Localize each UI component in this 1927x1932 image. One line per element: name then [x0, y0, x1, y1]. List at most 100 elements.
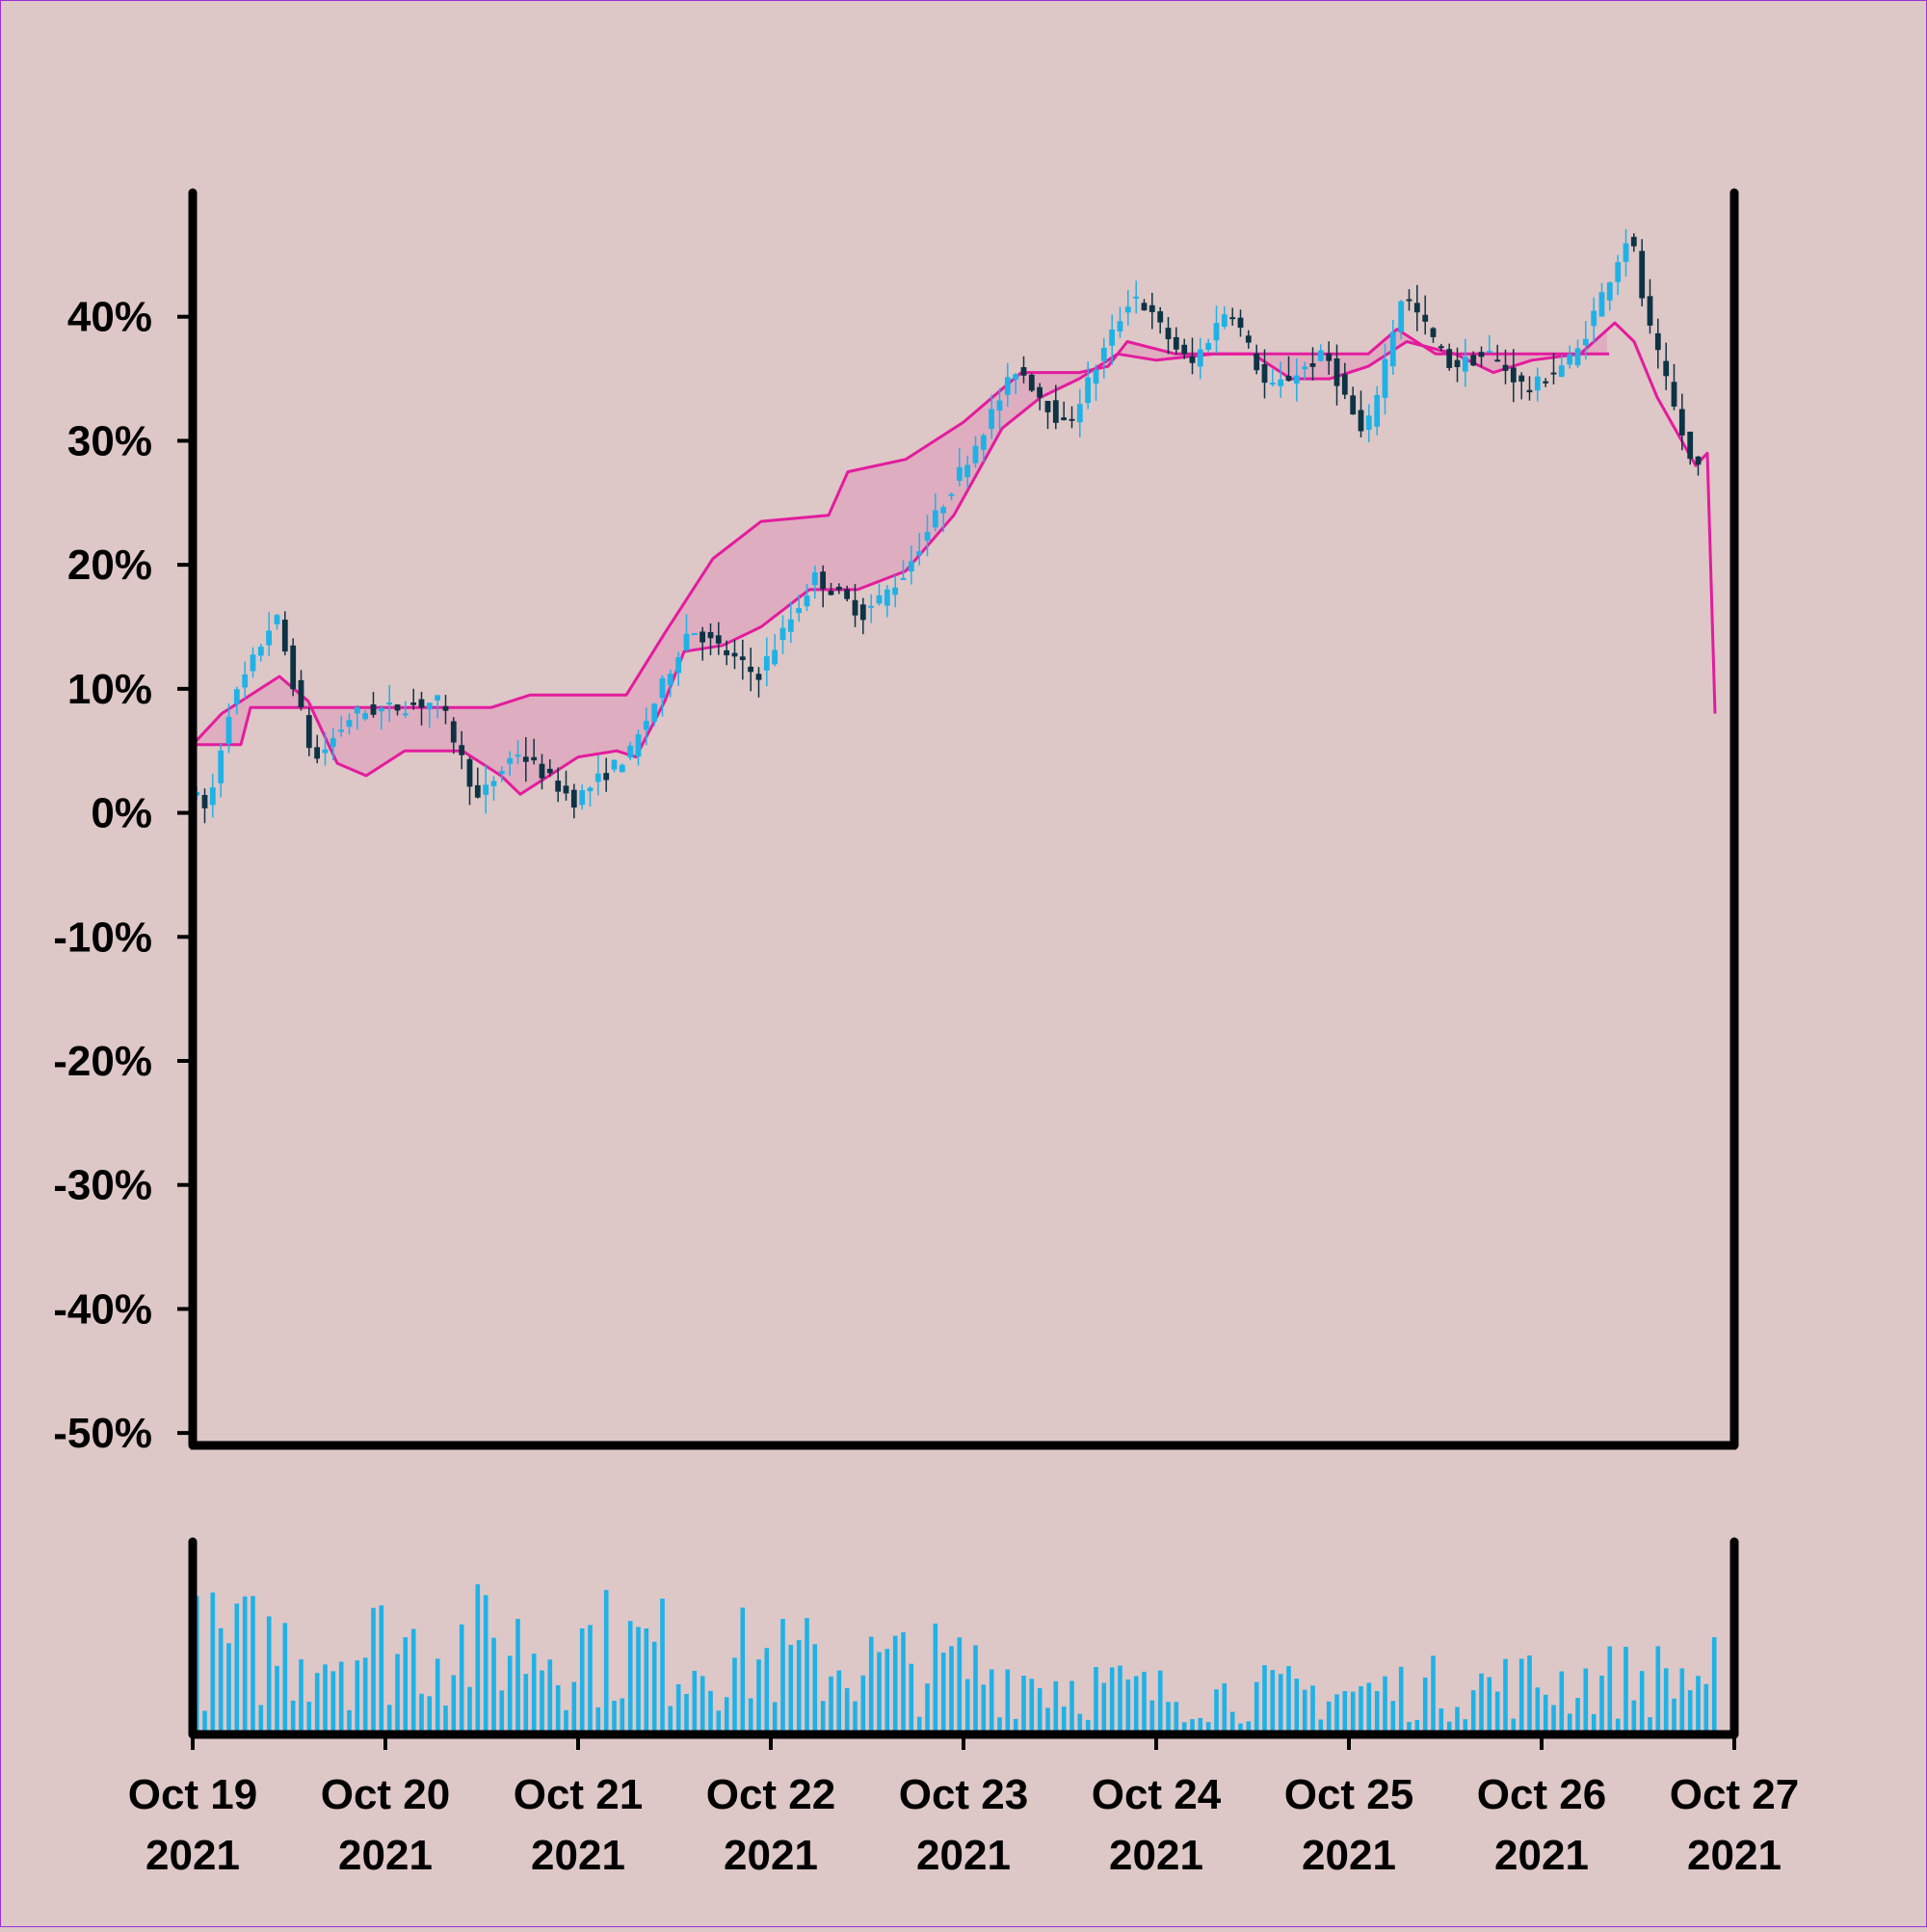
candle-down: [1358, 410, 1364, 432]
volume-bar: [836, 1670, 842, 1734]
candle-down: [1430, 328, 1437, 337]
volume-bar: [1302, 1689, 1307, 1734]
volume-bar: [202, 1710, 207, 1734]
candle-up: [932, 510, 938, 528]
candle-up: [386, 702, 392, 705]
candle-up: [322, 749, 329, 754]
candle-down: [1518, 375, 1525, 382]
volume-bar: [1414, 1719, 1420, 1734]
candle-up: [940, 507, 946, 514]
candle-down: [1309, 363, 1316, 367]
candle-up: [900, 578, 907, 580]
candle-up: [1317, 350, 1324, 361]
volume-bar: [860, 1675, 866, 1734]
candle-layer: [194, 228, 1702, 824]
candle-up: [498, 771, 505, 775]
volume-bar: [844, 1688, 850, 1734]
volume-bar: [1045, 1707, 1050, 1734]
volume-bar: [435, 1658, 440, 1734]
volume-bar: [1479, 1673, 1484, 1734]
candle-up: [811, 572, 818, 586]
candle-up: [225, 717, 232, 744]
volume-bar: [1334, 1694, 1339, 1734]
volume-bar: [1672, 1698, 1676, 1734]
volume-bar: [1551, 1705, 1556, 1734]
candle-down: [442, 705, 449, 711]
candle-down: [603, 773, 610, 781]
candle-up: [354, 707, 360, 714]
volume-bar: [1446, 1721, 1452, 1734]
candle-up: [1382, 358, 1388, 398]
volume-bar: [1487, 1677, 1492, 1734]
volume-bar: [1431, 1655, 1436, 1734]
x-tick-label-date: Oct 20: [321, 1771, 451, 1818]
volume-bar: [314, 1673, 320, 1734]
volume-bar: [724, 1697, 729, 1734]
volume-bar: [1518, 1658, 1524, 1734]
candle-up: [233, 689, 240, 704]
candle-down: [281, 620, 288, 652]
candle-down: [459, 745, 465, 755]
volume-bar: [1294, 1679, 1300, 1734]
volume-bar: [1077, 1713, 1083, 1734]
candle-up: [804, 595, 810, 607]
candle-down: [707, 632, 714, 639]
candle-down: [1406, 299, 1412, 302]
volume-bar: [226, 1643, 231, 1734]
candle-up: [1591, 310, 1597, 327]
candle-up: [1269, 383, 1276, 385]
candle-down: [466, 758, 473, 787]
candle-up: [435, 695, 440, 701]
candle-down: [394, 704, 401, 711]
candle-up: [218, 750, 224, 783]
volume-bar: [523, 1674, 529, 1734]
volume-bar: [275, 1665, 279, 1734]
candle-up: [1278, 379, 1284, 386]
candle-up: [1365, 415, 1372, 431]
candle-up: [667, 674, 673, 686]
volume-bar: [1101, 1682, 1107, 1734]
candle-down: [1543, 381, 1549, 384]
volume-bar: [964, 1679, 970, 1734]
candle-up: [787, 619, 794, 632]
candle-down: [1052, 400, 1059, 423]
candle-up: [1085, 377, 1091, 404]
volume-bar: [692, 1670, 698, 1734]
volume-bar: [1711, 1637, 1717, 1734]
volume-bar: [386, 1705, 392, 1734]
volume-bar: [740, 1607, 746, 1734]
volume-bar: [764, 1648, 770, 1734]
volume-bar: [323, 1664, 328, 1734]
candle-up: [1623, 243, 1629, 262]
volume-bar: [925, 1683, 930, 1734]
volume-bar: [1149, 1700, 1155, 1734]
volume-bar: [306, 1702, 312, 1734]
volume-bar: [427, 1696, 433, 1734]
volume-bar: [1029, 1679, 1035, 1734]
candle-up: [209, 787, 216, 806]
candle-down: [314, 747, 320, 759]
volume-bar: [780, 1619, 785, 1734]
y-tick-label: 40%: [67, 294, 152, 341]
candle-down: [1663, 360, 1670, 377]
volume-bar: [459, 1624, 464, 1734]
candle-up: [1302, 366, 1308, 370]
volume-bar: [1326, 1701, 1332, 1734]
volume-bar: [1174, 1702, 1179, 1734]
volume-bar: [1583, 1668, 1589, 1734]
volume-bar: [499, 1690, 505, 1734]
candle-up: [338, 729, 344, 732]
y-tick-label: -30%: [53, 1162, 152, 1209]
candle-up: [924, 532, 931, 541]
candle-down: [1173, 336, 1179, 350]
volume-bar: [877, 1652, 882, 1734]
candle-up: [980, 435, 987, 450]
volume-bar: [564, 1709, 568, 1734]
volume-bar: [620, 1698, 625, 1734]
volume-bar: [1366, 1682, 1372, 1734]
candle-down: [724, 649, 729, 656]
candle-up: [996, 400, 1003, 411]
volume-bar: [1503, 1658, 1508, 1734]
candle-down: [1647, 296, 1653, 326]
x-tick-label-date: Oct 27: [1670, 1771, 1800, 1818]
